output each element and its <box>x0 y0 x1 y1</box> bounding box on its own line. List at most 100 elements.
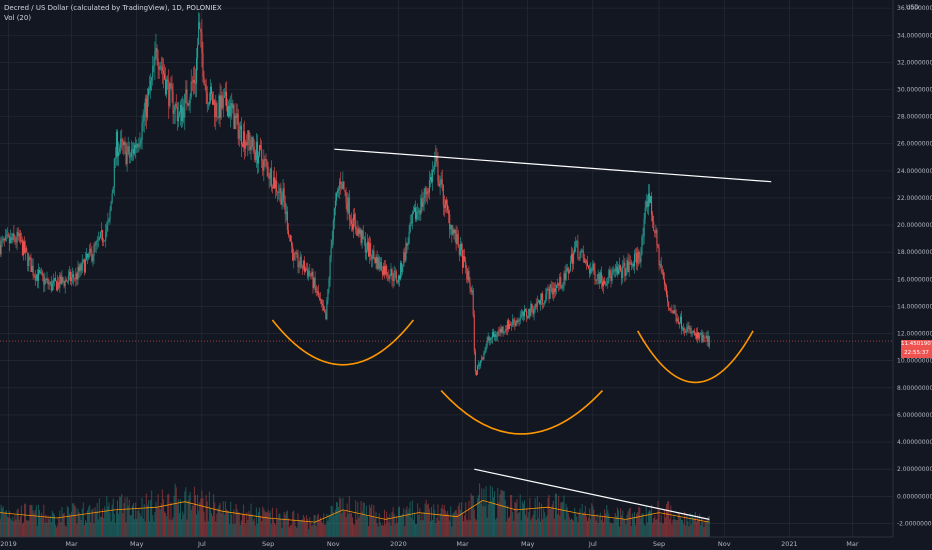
trendline <box>474 468 710 520</box>
volume-bar <box>312 524 314 537</box>
volume-bar <box>43 504 45 537</box>
volume-bar <box>621 515 623 537</box>
candle-body <box>442 184 444 206</box>
candle-body <box>372 250 374 260</box>
volume-bar <box>564 519 566 537</box>
volume-bar <box>406 506 408 537</box>
candle-body <box>478 364 480 366</box>
volume-bar <box>83 525 85 537</box>
volume-bar <box>669 519 671 537</box>
candle-body <box>126 152 128 165</box>
volume-bar <box>372 516 374 537</box>
volume-bar <box>613 518 615 537</box>
volume-bar <box>299 519 301 537</box>
volume-bar <box>344 511 346 537</box>
volume-bar <box>506 505 508 537</box>
candle-body <box>673 310 675 314</box>
volume-bar <box>247 520 249 537</box>
candle-body <box>479 364 481 366</box>
candle-body <box>511 325 513 326</box>
volume-bar <box>237 511 239 537</box>
volume-bar <box>1 507 3 537</box>
candle-body <box>87 253 89 258</box>
candle-body <box>658 247 660 266</box>
volume-bar <box>325 524 327 537</box>
volume-bar <box>286 510 288 537</box>
candle-body <box>98 237 100 240</box>
volume-bar <box>318 520 320 537</box>
candle-body <box>356 229 358 236</box>
volume-bar <box>393 513 395 537</box>
volume-bar <box>395 515 397 537</box>
y-tick-label: 16.00000000 <box>897 276 932 283</box>
x-tick-label: Mar <box>846 540 859 548</box>
candle-body <box>139 143 141 146</box>
volume-bar <box>653 517 655 537</box>
volume-bar <box>317 513 319 537</box>
candle-body <box>402 266 404 273</box>
volume-bar <box>451 526 453 537</box>
volume-bar <box>646 522 648 537</box>
volume-bar <box>670 505 672 537</box>
candle-body <box>507 320 509 329</box>
candle-body <box>44 279 46 285</box>
candle-body <box>35 274 37 281</box>
volume-bar <box>631 513 633 537</box>
volume-bar <box>174 483 176 537</box>
candle-body <box>212 94 214 105</box>
candle-body <box>305 268 306 272</box>
volume-bar <box>62 513 64 537</box>
volume-bar <box>215 521 217 537</box>
candle-body <box>326 300 328 320</box>
volume-bar <box>448 514 450 537</box>
candle-body <box>363 238 365 240</box>
volume-bar <box>308 529 310 537</box>
volume-bar <box>112 498 114 537</box>
candle-body <box>378 257 380 269</box>
candle-body <box>71 277 73 282</box>
volume-indicator-label[interactable]: Vol (20) <box>4 14 32 22</box>
candle-body <box>386 265 388 276</box>
candle-body <box>88 253 90 258</box>
volume-bar <box>51 510 53 537</box>
candle-body <box>217 116 219 118</box>
volume-bar <box>315 525 317 537</box>
volume-bar <box>681 519 682 537</box>
volume-bar <box>698 519 700 537</box>
candle-body <box>178 112 180 116</box>
candle-body <box>587 262 588 266</box>
volume-bar <box>356 519 358 537</box>
candle-body <box>91 251 93 261</box>
volume-bar <box>397 507 399 537</box>
volume-bar <box>153 521 155 537</box>
candle-body <box>706 335 708 342</box>
volume-bar <box>637 511 639 537</box>
volume-bar <box>382 525 384 537</box>
volume-bar <box>94 507 96 537</box>
trendline <box>334 148 772 183</box>
volume-bar <box>408 508 410 537</box>
candle-body <box>240 125 242 145</box>
volume-bar <box>285 511 287 537</box>
candle-body <box>375 256 377 264</box>
volume-bar <box>157 494 159 537</box>
volume-bar <box>485 485 487 537</box>
volume-bar <box>380 525 382 537</box>
volume-bar <box>42 517 44 537</box>
volume-bar <box>216 513 218 537</box>
volume-bar <box>435 522 437 537</box>
volume-bar <box>182 511 184 537</box>
candle-body <box>82 259 84 261</box>
volume-bar <box>103 517 105 537</box>
volume-bar <box>515 502 517 537</box>
candle-body <box>697 332 699 339</box>
candle-body <box>79 264 81 272</box>
volume-bar <box>549 508 551 537</box>
candle-body <box>145 98 147 118</box>
candle-body <box>638 251 640 259</box>
candle-body <box>232 104 234 109</box>
candle-body <box>654 231 656 233</box>
candle-body <box>317 291 319 297</box>
candle-body <box>495 334 497 337</box>
